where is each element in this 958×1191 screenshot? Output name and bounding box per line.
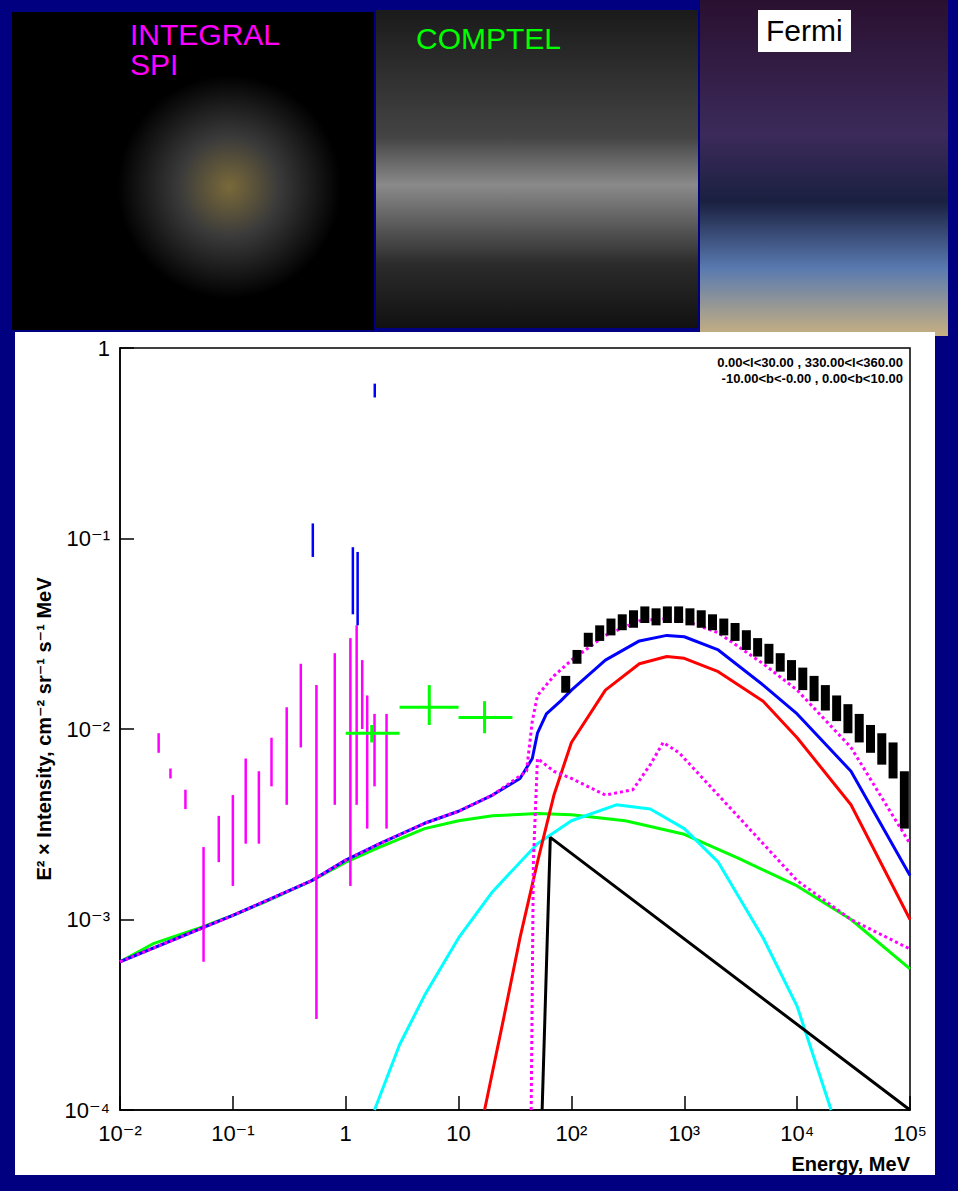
svg-text:E² × Intensity, cm⁻² sr⁻¹ s⁻¹: E² × Intensity, cm⁻² sr⁻¹ s⁻¹ MeV [33,577,55,881]
html-text:SPI: SPI [130,48,179,81]
svg-text:10: 10 [446,1121,470,1146]
svg-text:1: 1 [98,336,110,361]
html-text:Fermi: Fermi [766,14,843,47]
svg-text:10⁻²: 10⁻² [98,1121,141,1146]
svg-text:-10.00<b<-0.00 , 0.00<b<10.00: -10.00<b<-0.00 , 0.00<b<10.00 [722,371,903,386]
svg-text:10³: 10³ [668,1121,700,1146]
svg-text:Energy, MeV: Energy, MeV [791,1153,910,1175]
svg-text:1: 1 [340,1121,352,1146]
svg-text:10⁴: 10⁴ [780,1121,814,1146]
svg-text:10⁻⁴: 10⁻⁴ [64,1098,110,1123]
html-text:COMPTEL: COMPTEL [416,22,561,55]
svg-text:10⁻³: 10⁻³ [67,907,110,932]
svg-text:10⁻¹: 10⁻¹ [67,526,110,551]
svg-text:10⁵: 10⁵ [893,1121,927,1146]
html-text:INTEGRAL: INTEGRAL [130,18,280,51]
svg-text:0.00<l<30.00 , 330.00<l<360.00: 0.00<l<30.00 , 330.00<l<360.00 [717,355,903,370]
svg-text:10⁻¹: 10⁻¹ [211,1121,254,1146]
svg-text:10²: 10² [556,1121,588,1146]
svg-text:10⁻²: 10⁻² [67,717,110,742]
